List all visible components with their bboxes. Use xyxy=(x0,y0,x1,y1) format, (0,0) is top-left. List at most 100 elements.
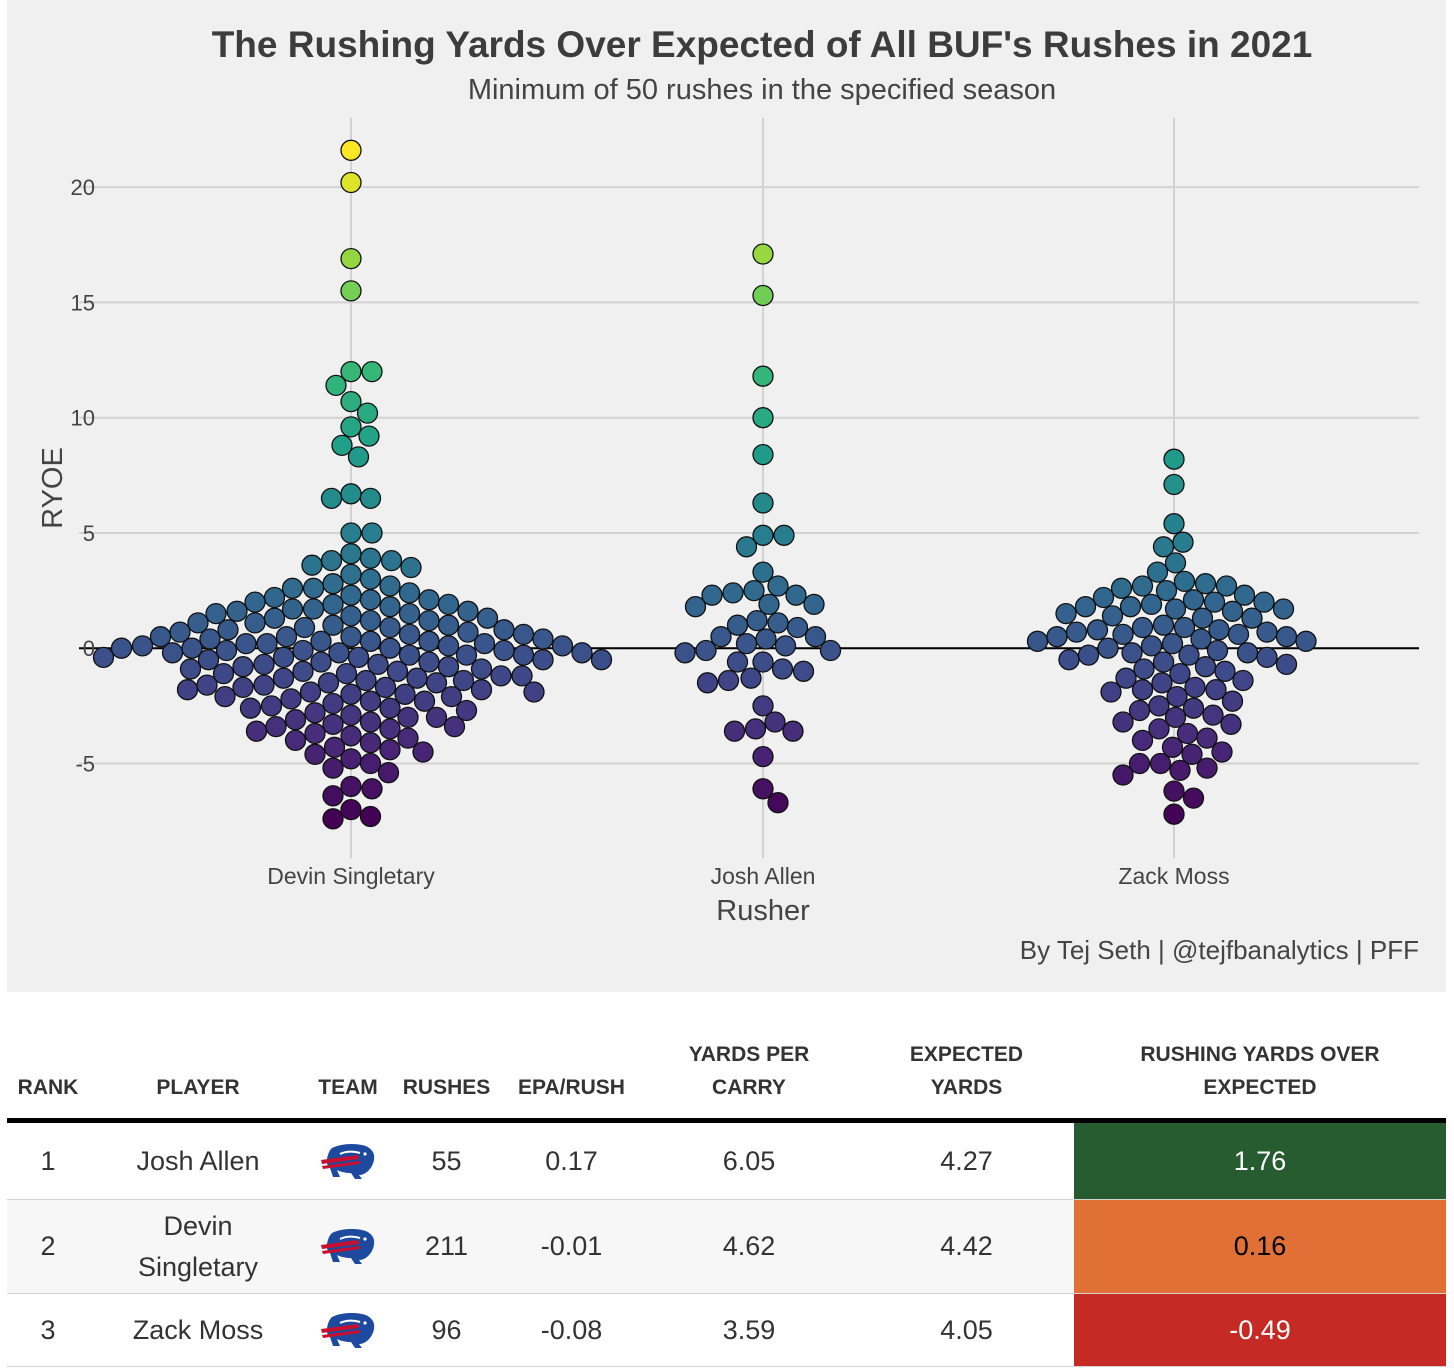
rush-point xyxy=(355,669,377,692)
rush-point xyxy=(379,697,401,719)
rush-point xyxy=(1208,619,1230,641)
rush-point xyxy=(1184,676,1206,699)
rush-point xyxy=(232,656,254,678)
rush-point xyxy=(292,639,314,662)
rush-point xyxy=(215,639,238,662)
rush-point xyxy=(340,543,362,565)
header-ypc[interactable]: YARDS PER CARRY xyxy=(639,1000,859,1123)
rush-point xyxy=(1221,690,1244,712)
ypc-cell: 3.59 xyxy=(639,1293,859,1367)
header-expected[interactable]: EXPECTED YARDS xyxy=(859,1000,1074,1123)
chart-panel: -5 0 5 10 15 20 Devin Singletary Josh Allen Zack… xyxy=(7,0,1446,992)
rush-point xyxy=(437,656,460,678)
y-tick-label: -5 xyxy=(75,751,95,776)
rush-point xyxy=(1275,653,1298,676)
epa-cell: -0.01 xyxy=(504,1199,639,1294)
rush-point xyxy=(1241,607,1263,629)
rush-point xyxy=(803,593,825,616)
rush-point xyxy=(735,632,758,655)
rush-point xyxy=(1253,591,1275,613)
rush-point xyxy=(786,616,809,639)
ypc-cell: 4.62 xyxy=(639,1199,859,1294)
y-tick-label: 10 xyxy=(71,406,95,431)
rush-point xyxy=(1115,667,1137,689)
rush-point xyxy=(1152,536,1175,558)
rush-point xyxy=(397,727,419,749)
rush-point xyxy=(340,605,362,627)
rush-point xyxy=(340,748,362,770)
bills-logo-icon xyxy=(320,1228,376,1266)
rush-point xyxy=(437,614,460,636)
rush-point xyxy=(1151,672,1173,694)
header-ryoe[interactable]: RUSHING YARDS OVER EXPECTED xyxy=(1074,1000,1446,1123)
rush-point xyxy=(359,589,382,611)
rush-point xyxy=(425,672,448,694)
header-player[interactable]: PLAYER xyxy=(89,1000,307,1123)
rush-point xyxy=(1173,616,1196,639)
header-epa[interactable]: EPA/RUSH xyxy=(504,1000,639,1123)
rush-point xyxy=(1220,713,1242,735)
rush-point xyxy=(773,524,795,546)
rush-point xyxy=(347,446,370,468)
rush-point xyxy=(317,672,340,694)
rush-point xyxy=(340,483,362,505)
rush-point xyxy=(437,635,460,657)
rushes-cell: 211 xyxy=(389,1199,504,1294)
rush-point xyxy=(1202,704,1224,726)
rush-point xyxy=(493,619,515,641)
rush-point xyxy=(752,443,774,466)
rush-point xyxy=(1133,658,1155,680)
rush-point xyxy=(804,626,827,648)
rush-point xyxy=(235,632,257,655)
x-axis-title: Rusher xyxy=(716,895,810,927)
rush-point xyxy=(1058,649,1080,671)
rush-point xyxy=(367,653,389,676)
epa-cell: 0.17 xyxy=(504,1120,639,1200)
rush-point xyxy=(356,402,379,424)
rush-point xyxy=(819,639,842,662)
rush-point xyxy=(340,247,362,270)
rush-point xyxy=(374,676,397,699)
rush-point xyxy=(418,630,440,652)
team-cell xyxy=(307,1293,389,1367)
rush-point xyxy=(322,692,344,715)
rush-point xyxy=(1275,626,1298,648)
rush-point xyxy=(1203,591,1226,613)
rush-point xyxy=(281,577,304,599)
rush-point xyxy=(359,732,382,754)
rush-point xyxy=(358,425,380,447)
rush-point xyxy=(1077,644,1100,666)
rush-point xyxy=(490,665,512,687)
rush-point xyxy=(752,492,774,514)
header-rushes[interactable]: RUSHES xyxy=(389,1000,504,1123)
player-name-line1: Devin xyxy=(163,1210,233,1241)
rush-point xyxy=(359,690,382,712)
rush-point xyxy=(1211,741,1233,763)
rush-point xyxy=(684,596,707,618)
rush-point xyxy=(322,573,344,595)
rush-point xyxy=(361,778,383,800)
header-rank[interactable]: RANK xyxy=(7,1000,89,1123)
rush-point xyxy=(284,709,307,731)
rush-point xyxy=(340,798,362,821)
rush-point xyxy=(752,651,774,673)
rush-point xyxy=(263,607,286,629)
rush-point xyxy=(322,593,344,616)
rush-point xyxy=(359,609,382,632)
rush-point xyxy=(1166,685,1188,708)
rush-point xyxy=(398,582,421,604)
rush-point xyxy=(752,778,774,800)
y-tick-label: 15 xyxy=(71,290,95,315)
rush-point xyxy=(322,808,344,830)
chart-caption: By Tej Seth | @tejfbanalytics | PFF xyxy=(1020,935,1419,965)
rush-point xyxy=(752,745,774,768)
rush-point xyxy=(253,653,275,676)
rush-point xyxy=(1112,623,1134,646)
header-team[interactable]: TEAM xyxy=(307,1000,389,1123)
rush-point xyxy=(1119,596,1142,618)
rush-point xyxy=(1173,570,1196,593)
rush-point xyxy=(394,683,416,705)
expected-cell: 4.05 xyxy=(859,1293,1074,1367)
rush-point xyxy=(322,614,344,636)
beeswarm-chart: -5 0 5 10 15 20 Devin Singletary Josh Allen Zack… xyxy=(37,24,1419,965)
